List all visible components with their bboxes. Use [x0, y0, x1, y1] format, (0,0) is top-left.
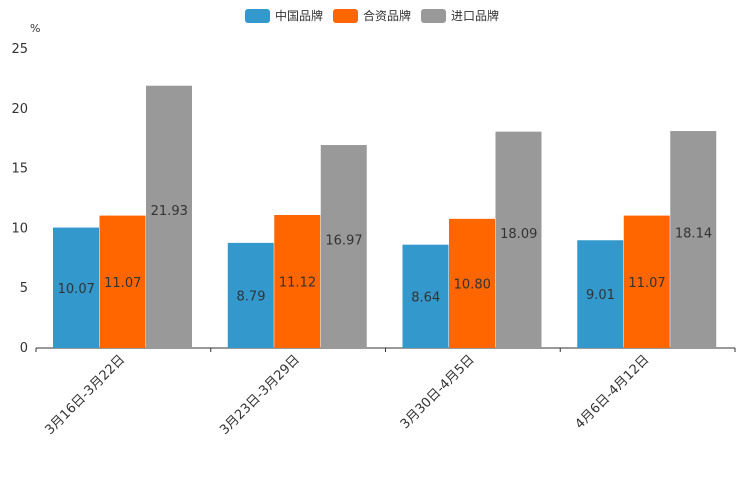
- y-tick-label: 5: [20, 281, 28, 296]
- bar-value-label: 11.12: [279, 276, 316, 291]
- bar-joint-venture-brand[interactable]: [99, 215, 146, 348]
- bar-imported-brand[interactable]: [146, 85, 192, 349]
- bar-imported-brand[interactable]: [320, 145, 367, 348]
- bar-value-label: 8.64: [411, 290, 440, 305]
- bar-value-label: 18.14: [675, 227, 712, 242]
- legend-item-joint-venture-brand[interactable]: 合资品牌: [332, 7, 411, 24]
- bar-china-brand[interactable]: [227, 242, 274, 348]
- y-tick-label: 0: [20, 341, 28, 356]
- y-tick-label: 15: [11, 162, 28, 177]
- bar-value-label: 9.01: [586, 288, 615, 303]
- bar-value-label: 8.79: [237, 289, 266, 304]
- bar-china-brand[interactable]: [53, 227, 99, 348]
- bar-value-label: 11.07: [104, 276, 141, 291]
- bar-value-label: 18.09: [500, 227, 537, 242]
- bar-value-label: 10.07: [58, 282, 95, 297]
- bar-joint-venture-brand[interactable]: [623, 215, 670, 348]
- bar-china-brand[interactable]: [577, 240, 624, 348]
- legend-item-china-brand[interactable]: 中国品牌: [244, 7, 323, 24]
- legend-swatch-imported-brand: [421, 8, 446, 23]
- bar-china-brand[interactable]: [402, 244, 449, 348]
- y-tick-label: 25: [11, 42, 28, 57]
- x-category-label: 3月16日-3月22日: [42, 352, 128, 438]
- bar-joint-venture-brand[interactable]: [274, 215, 321, 348]
- bar-imported-brand[interactable]: [670, 131, 717, 348]
- y-tick-label: 20: [11, 102, 28, 117]
- y-axis-unit-label: %: [30, 22, 41, 35]
- x-category-label: 4月6日-4月12日: [573, 352, 653, 432]
- bar-value-label: 11.07: [628, 276, 665, 291]
- legend-label-imported-brand: 进口品牌: [451, 9, 500, 23]
- legend-label-china-brand: 中国品牌: [274, 9, 323, 23]
- legend-item-imported-brand[interactable]: 进口品牌: [421, 7, 499, 24]
- legend: 中国品牌 合资品牌 进口品牌: [0, 7, 744, 24]
- x-category-label: 3月30日-4月5日: [398, 352, 478, 432]
- y-tick-label: 10: [11, 221, 28, 236]
- bar-joint-venture-brand[interactable]: [449, 218, 495, 348]
- bar-value-label: 21.93: [151, 204, 188, 219]
- x-category-label: 3月23日-3月29日: [217, 352, 303, 438]
- legend-swatch-joint-venture-brand: [332, 8, 358, 23]
- legend-label-joint-venture-brand: 合资品牌: [362, 9, 411, 23]
- bar-value-label: 16.97: [325, 234, 362, 249]
- legend-swatch-china-brand: [244, 8, 270, 23]
- bar-value-label: 10.80: [454, 277, 491, 292]
- bar-imported-brand[interactable]: [495, 131, 542, 348]
